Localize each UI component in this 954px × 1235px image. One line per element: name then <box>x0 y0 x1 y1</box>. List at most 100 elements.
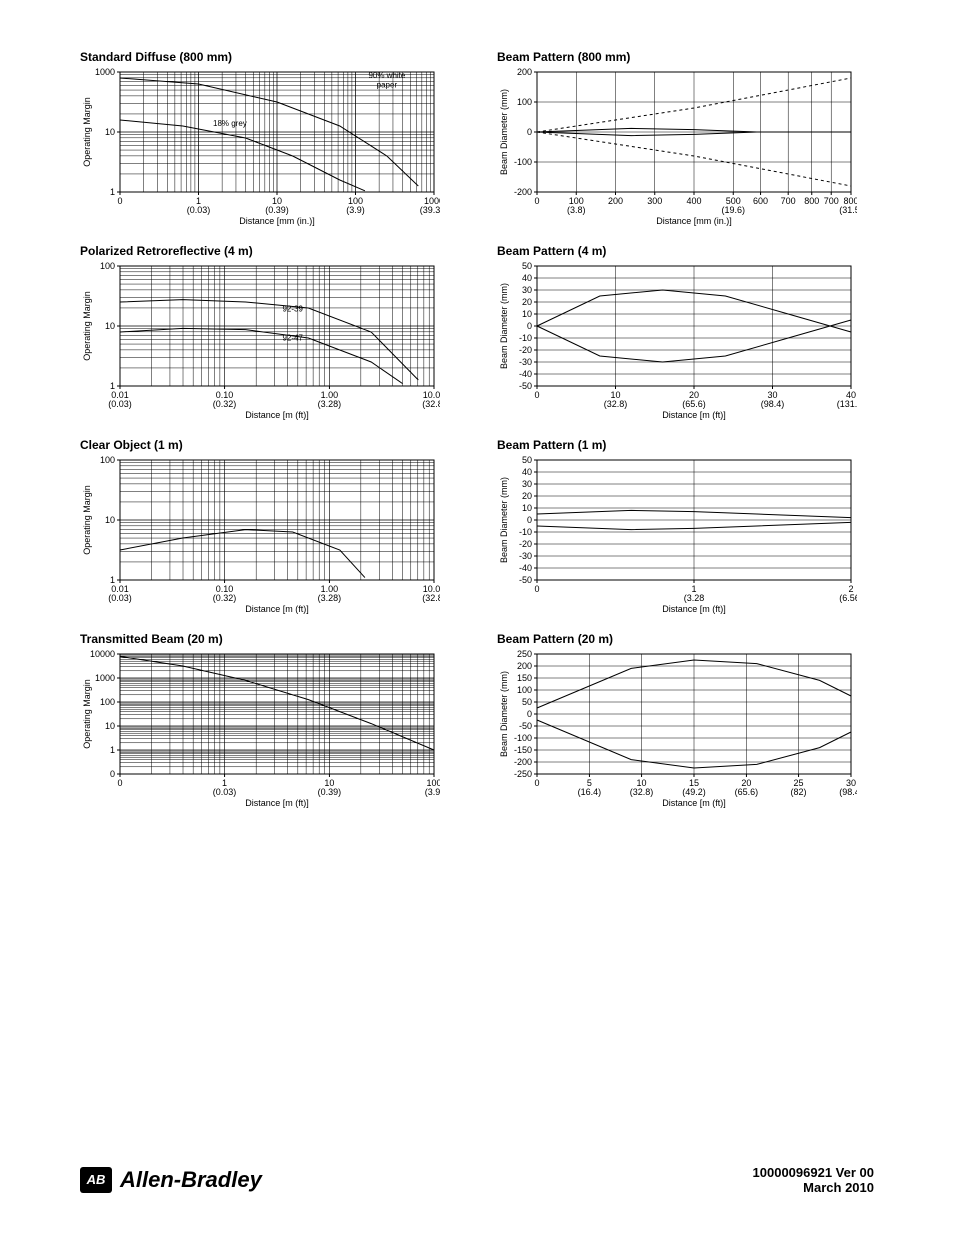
chart-title: Beam Pattern (800 mm) <box>497 50 874 64</box>
svg-text:Operating Margin: Operating Margin <box>82 291 92 361</box>
svg-text:0: 0 <box>117 196 122 206</box>
chart-title: Transmitted Beam (20 m) <box>80 632 457 646</box>
svg-text:Distance [m (ft)]: Distance [m (ft)] <box>245 604 309 614</box>
chart-block: Standard Diffuse (800 mm)90% whitepaper1… <box>80 50 457 226</box>
svg-text:(32.8): (32.8) <box>422 399 440 409</box>
chart-title: Polarized Retroreflective (4 m) <box>80 244 457 258</box>
svg-text:100: 100 <box>100 697 115 707</box>
svg-text:Operating Margin: Operating Margin <box>82 485 92 555</box>
svg-text:(0.32): (0.32) <box>213 399 237 409</box>
svg-text:Beam Diameter (mm): Beam Diameter (mm) <box>499 89 509 175</box>
svg-text:1000: 1000 <box>95 673 115 683</box>
brand-logo: AB Allen-Bradley <box>80 1167 262 1193</box>
svg-text:100: 100 <box>517 97 532 107</box>
svg-text:40: 40 <box>522 273 532 283</box>
svg-text:Distance [m (ft)]: Distance [m (ft)] <box>662 798 726 808</box>
svg-text:(0.39): (0.39) <box>265 205 289 215</box>
svg-text:-10: -10 <box>519 333 532 343</box>
svg-text:100: 100 <box>517 685 532 695</box>
svg-text:paper: paper <box>377 81 398 90</box>
chart-plot: 90% whitepaper18% grey01(0.03)10(0.39)10… <box>80 66 440 226</box>
svg-text:200: 200 <box>608 196 623 206</box>
svg-text:-20: -20 <box>519 539 532 549</box>
svg-text:50: 50 <box>522 455 532 465</box>
chart-block: Beam Pattern (800 mm)0100(3.8)2003004005… <box>497 50 874 226</box>
chart-plot: 01(0.03)10(0.39)100(3.9)0110100100010000… <box>80 648 440 808</box>
svg-text:1: 1 <box>110 575 115 585</box>
svg-text:(0.39): (0.39) <box>318 787 342 797</box>
chart-plot: 0100(3.8)200300400500(19.6)6007008007008… <box>497 66 857 226</box>
svg-text:Distance [m (ft)]: Distance [m (ft)] <box>245 798 309 808</box>
svg-text:300: 300 <box>647 196 662 206</box>
svg-text:10: 10 <box>105 127 115 137</box>
svg-text:1: 1 <box>110 381 115 391</box>
chart-title: Beam Pattern (1 m) <box>497 438 874 452</box>
svg-text:30: 30 <box>522 479 532 489</box>
svg-text:50: 50 <box>522 697 532 707</box>
svg-text:(32.8): (32.8) <box>422 593 440 603</box>
svg-text:-200: -200 <box>514 187 532 197</box>
svg-text:10: 10 <box>522 309 532 319</box>
svg-text:-200: -200 <box>514 757 532 767</box>
svg-text:Beam Diameter (mm): Beam Diameter (mm) <box>499 283 509 369</box>
svg-text:100: 100 <box>100 261 115 271</box>
svg-text:Distance [m (ft)]: Distance [m (ft)] <box>245 410 309 420</box>
svg-text:10: 10 <box>105 515 115 525</box>
svg-text:1000: 1000 <box>95 67 115 77</box>
svg-text:(0.03): (0.03) <box>187 205 211 215</box>
svg-text:10: 10 <box>105 321 115 331</box>
svg-text:0: 0 <box>527 127 532 137</box>
chart-plot: 05(16.4)10(32.8)15(49.2)20(65.6)25(82)30… <box>497 648 857 808</box>
svg-text:(0.03): (0.03) <box>108 593 132 603</box>
svg-text:400: 400 <box>686 196 701 206</box>
footer-doc-info: 10000096921 Ver 00 March 2010 <box>753 1165 874 1195</box>
svg-text:Operating Margin: Operating Margin <box>82 679 92 749</box>
brand-name: Allen-Bradley <box>120 1167 262 1193</box>
svg-text:(49.2): (49.2) <box>682 787 706 797</box>
svg-text:Beam Diameter (mm): Beam Diameter (mm) <box>499 477 509 563</box>
svg-text:-100: -100 <box>514 733 532 743</box>
svg-text:Beam Diameter (mm): Beam Diameter (mm) <box>499 671 509 757</box>
chart-block: Transmitted Beam (20 m)01(0.03)10(0.39)1… <box>80 632 457 808</box>
ab-badge-icon: AB <box>80 1167 112 1193</box>
svg-text:(3.28: (3.28 <box>684 593 705 603</box>
svg-text:250: 250 <box>517 649 532 659</box>
doc-date: March 2010 <box>753 1180 874 1195</box>
svg-text:-50: -50 <box>519 381 532 391</box>
svg-text:-40: -40 <box>519 563 532 573</box>
svg-text:AB: AB <box>86 1172 106 1187</box>
svg-text:(3.8): (3.8) <box>567 205 586 215</box>
chart-title: Clear Object (1 m) <box>80 438 457 452</box>
svg-text:0: 0 <box>534 584 539 594</box>
svg-text:18% grey: 18% grey <box>213 119 247 128</box>
chart-plot: 0.01(0.03)0.10(0.32)1.00(3.28)10.00(32.8… <box>80 454 440 614</box>
svg-text:150: 150 <box>517 673 532 683</box>
svg-text:(98.4): (98.4) <box>839 787 857 797</box>
svg-text:Distance [mm (in.)]: Distance [mm (in.)] <box>656 216 732 226</box>
svg-text:Distance [m (ft)]: Distance [m (ft)] <box>662 604 726 614</box>
svg-text:-30: -30 <box>519 357 532 367</box>
svg-text:(3.28): (3.28) <box>318 593 342 603</box>
svg-text:92-47: 92-47 <box>282 333 303 342</box>
svg-text:-150: -150 <box>514 745 532 755</box>
svg-text:-50: -50 <box>519 575 532 585</box>
svg-text:20: 20 <box>522 297 532 307</box>
svg-text:30: 30 <box>522 285 532 295</box>
chart-title: Beam Pattern (4 m) <box>497 244 874 258</box>
chart-title: Beam Pattern (20 m) <box>497 632 874 646</box>
svg-text:Distance [mm (in.)]: Distance [mm (in.)] <box>239 216 315 226</box>
svg-text:(32.8): (32.8) <box>604 399 628 409</box>
svg-text:600: 600 <box>753 196 768 206</box>
svg-text:(39.37): (39.37) <box>420 205 440 215</box>
svg-text:(0.03): (0.03) <box>108 399 132 409</box>
svg-text:(0.32): (0.32) <box>213 593 237 603</box>
chart-plot: 01(3.282(6.56)-50-40-30-20-1001020304050… <box>497 454 857 614</box>
svg-text:(19.6): (19.6) <box>721 205 745 215</box>
svg-text:200: 200 <box>517 661 532 671</box>
svg-text:10: 10 <box>522 503 532 513</box>
svg-text:0: 0 <box>534 196 539 206</box>
svg-text:-100: -100 <box>514 157 532 167</box>
chart-plot: 010(32.8)20(65.6)30(98.4)40(131.2)-50-40… <box>497 260 857 420</box>
svg-text:0: 0 <box>117 778 122 788</box>
chart-block: Beam Pattern (20 m) 05(16.4)10(32.8)15(49… <box>497 632 874 808</box>
